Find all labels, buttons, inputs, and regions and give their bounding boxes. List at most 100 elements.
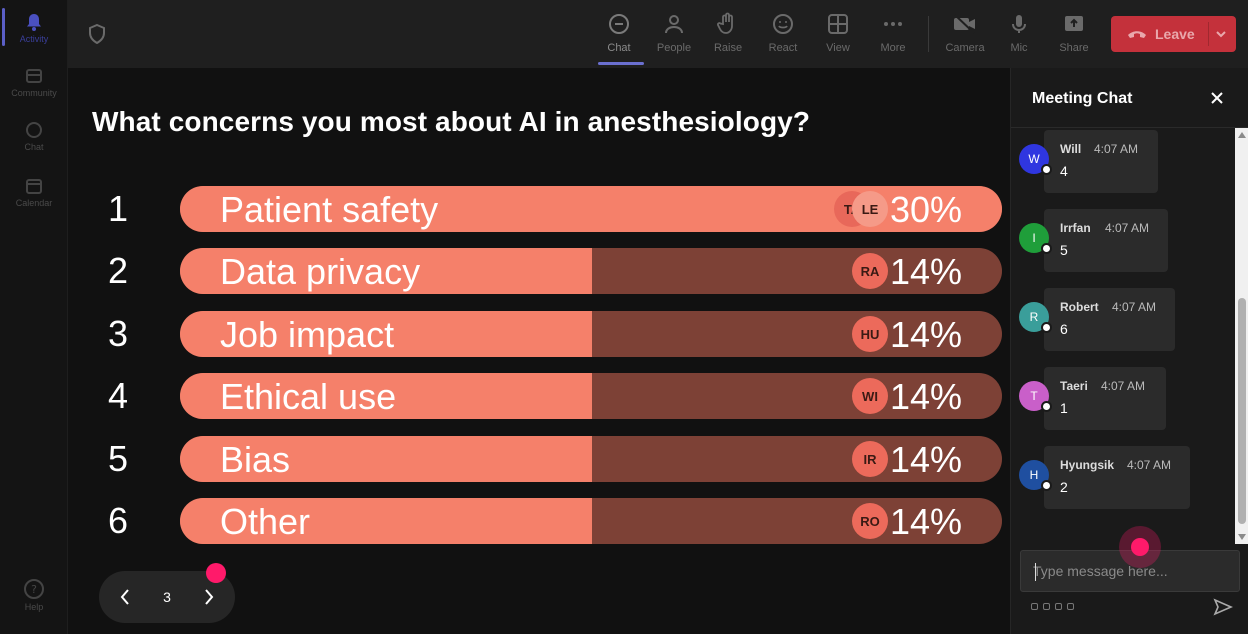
close-icon[interactable] xyxy=(1210,91,1224,105)
rail-label: Community xyxy=(11,88,57,98)
format-icon[interactable] xyxy=(1031,603,1038,610)
message-bubble: Hyungsik 4:07 AM 2 xyxy=(1044,446,1190,509)
presence-status-icon xyxy=(1041,164,1052,175)
option-label: Job impact xyxy=(220,314,395,355)
rail-item-chat[interactable]: Chat xyxy=(0,120,68,152)
option-number: 2 xyxy=(108,250,129,291)
option-label: Ethical use xyxy=(220,376,397,417)
poll-option-row: 5 Bias 14% IR xyxy=(68,436,1010,484)
compose-box[interactable] xyxy=(1020,550,1240,592)
scroll-thumb[interactable] xyxy=(1238,298,1246,524)
option-bar: Bias 14% IR xyxy=(180,436,1002,482)
option-number: 6 xyxy=(108,500,129,541)
leave-label: Leave xyxy=(1155,26,1195,42)
poll-option-row: 3 Job impact 14% HU xyxy=(68,311,1010,359)
toolbar-share-button[interactable]: Share xyxy=(1049,10,1099,60)
presence-status-icon xyxy=(1041,322,1052,333)
option-bar: Ethical use 14% WI xyxy=(180,373,1002,419)
option-number: 4 xyxy=(108,375,129,416)
chat-message: Will 4:07 AM 4 W xyxy=(1019,128,1229,193)
option-percent: 14% xyxy=(889,376,962,417)
toolbar-separator xyxy=(928,16,929,52)
toolbar-more-button[interactable]: More xyxy=(868,10,918,60)
emoji-icon[interactable] xyxy=(1055,603,1062,610)
help-icon: ? xyxy=(24,579,44,599)
send-icon[interactable] xyxy=(1213,598,1233,616)
message-bubble: Taeri 4:07 AM 1 xyxy=(1044,367,1166,430)
voter-avatar: RO xyxy=(852,503,888,539)
option-bar-fill xyxy=(180,498,592,544)
shield-icon[interactable] xyxy=(88,24,106,44)
scroll-down-icon[interactable] xyxy=(1238,534,1246,540)
scroll-up-icon[interactable] xyxy=(1238,132,1246,138)
rail-item-community[interactable]: Community xyxy=(0,66,68,98)
rail-item-help[interactable]: ? Help xyxy=(0,578,68,612)
option-label: Other xyxy=(220,501,311,542)
leave-button[interactable]: Leave xyxy=(1111,16,1236,52)
toolbar-label: More xyxy=(880,42,906,54)
toolbar-label: React xyxy=(768,42,798,54)
rail-label: Calendar xyxy=(15,198,53,208)
option-label: Bias xyxy=(220,439,291,480)
camera-off-icon xyxy=(954,14,975,34)
rail-item-activity[interactable]: Activity xyxy=(0,12,68,44)
rail-item-calendar[interactable]: Calendar xyxy=(0,176,68,208)
toolbar-label: Camera xyxy=(945,42,985,54)
presentation-stage: What concerns you most about AI in anest… xyxy=(68,68,1010,634)
chat-message: Robert 4:07 AM 6 R xyxy=(1019,286,1229,351)
meeting-chat-panel: Meeting Chat Will 4:07 AM 4 W Irrfan 4:07 AM 5… xyxy=(1010,68,1248,634)
toolbar-people-button[interactable]: People xyxy=(649,10,699,60)
toolbar-react-button[interactable]: React xyxy=(758,10,808,60)
attach-icon[interactable] xyxy=(1043,603,1050,610)
chevron-right-icon[interactable] xyxy=(203,587,215,607)
toolbar-camera-button[interactable]: Camera xyxy=(940,10,990,60)
toolbar-mic-button[interactable]: Mic xyxy=(994,10,1044,60)
mic-icon xyxy=(1012,15,1026,33)
sender-name: Irrfan xyxy=(1060,221,1091,235)
chat-message-list: Will 4:07 AM 4 W Irrfan 4:07 AM 5 I Robert 4:07 A… xyxy=(1011,128,1235,544)
toolbar-chat-button[interactable]: Chat xyxy=(594,10,644,60)
poll-option-row: 2 Data privacy 14% RA xyxy=(68,248,1010,296)
toolbar-label: View xyxy=(826,42,850,54)
sender-name: Robert xyxy=(1060,300,1099,314)
meeting-toolbar: Chat People Raise React View More Camera xyxy=(68,0,1248,68)
presence-status-icon xyxy=(1041,480,1052,491)
community-icon xyxy=(26,69,42,83)
toolbar-label: Mic xyxy=(1010,42,1028,54)
option-bar-fill xyxy=(180,248,592,294)
chat-title: Meeting Chat xyxy=(1032,90,1133,107)
format-toolbar xyxy=(1031,603,1074,610)
react-icon xyxy=(773,14,793,34)
voter-avatar: WI xyxy=(852,378,888,414)
option-percent: 14% xyxy=(889,314,962,355)
option-bar-fill xyxy=(180,311,592,357)
voter-avatar: IR xyxy=(852,441,888,477)
option-percent: 30% xyxy=(889,189,962,230)
message-input[interactable] xyxy=(1033,561,1229,581)
toolbar-label: Share xyxy=(1059,42,1089,54)
presence-status-icon xyxy=(1041,243,1052,254)
poll-question: What concerns you most about AI in anest… xyxy=(92,106,811,137)
message-text: 4 xyxy=(1060,163,1068,179)
chevron-left-icon[interactable] xyxy=(119,587,131,607)
option-percent: 14% xyxy=(889,251,962,292)
gif-icon[interactable] xyxy=(1067,603,1074,610)
presence-status-icon xyxy=(1041,401,1052,412)
message-time: 4:07 AM xyxy=(1127,458,1172,472)
toolbar-raise-button[interactable]: Raise xyxy=(703,10,753,60)
rail-active-indicator xyxy=(2,8,5,46)
chat-icon xyxy=(609,14,629,34)
toolbar-label: Chat xyxy=(607,42,631,54)
rail-label: Activity xyxy=(19,34,49,44)
message-bubble: Irrfan 4:07 AM 5 xyxy=(1044,209,1168,272)
option-bar: Other 14% RO xyxy=(180,498,1002,544)
message-time: 4:07 AM xyxy=(1112,300,1157,314)
chevron-down-icon[interactable] xyxy=(1215,28,1227,40)
toolbar-view-button[interactable]: View xyxy=(813,10,863,60)
message-bubble: Robert 4:07 AM 6 xyxy=(1044,288,1175,351)
chat-scrollbar[interactable] xyxy=(1235,128,1248,544)
message-text: 5 xyxy=(1060,242,1068,258)
